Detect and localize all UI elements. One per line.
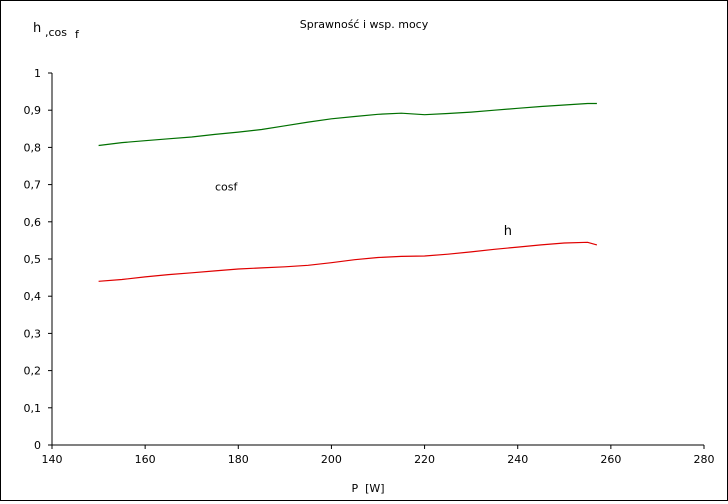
y-tick-label: 0,8 [24,141,42,154]
x-axis-label: P [W] [351,482,384,495]
axes [51,73,704,446]
x-tick-label: 160 [135,453,156,466]
x-tick-label: 200 [321,453,342,466]
y-tick-label: 0,1 [24,402,42,415]
x-tick-label: 260 [600,453,621,466]
chart-title: Sprawność i wsp. mocy [300,18,429,31]
y-axis-label-sub1: ,cos [45,26,67,39]
y-tick-label: 0,3 [24,327,42,340]
y-tick-label: 0,5 [24,253,42,266]
x-tick-label: 220 [414,453,435,466]
series-labels: cosf h [215,180,512,239]
series-group [98,102,598,282]
series-line-h [98,241,598,282]
x-tick-label: 140 [42,453,63,466]
series-line-cosf [98,102,597,147]
series-label-cosf: cosf [215,180,239,193]
y-axis-label-main: h [33,21,41,36]
y-tick-label: 1 [34,67,41,80]
x-tick-label: 240 [507,453,528,466]
y-tick-label: 0 [34,439,41,452]
x-tick-label: 280 [694,453,715,466]
y-tick-label: 0,6 [24,216,42,229]
y-axis-label-sub2: f [75,28,80,41]
y-tick-label: 0,2 [24,365,42,378]
y-tick-label: 0,9 [24,104,42,117]
ticks: 140 160 180 200 220 240 260 280 0 0,1 0,2 0,3 0,4 0,5… [24,67,715,466]
x-tick-label: 180 [228,453,249,466]
series-label-h: h [504,224,512,239]
y-tick-label: 0,4 [24,290,42,303]
y-tick-label: 0,7 [24,179,42,192]
